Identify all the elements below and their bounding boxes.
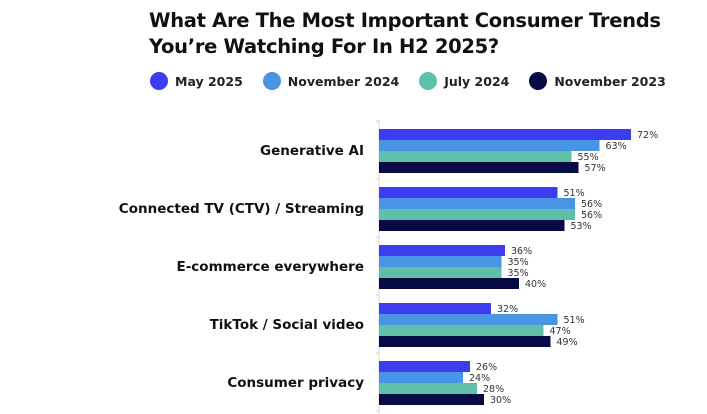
legend-swatch-july-2024 (419, 72, 438, 90)
bar (379, 129, 631, 140)
data-label: 40% (525, 279, 546, 290)
data-label: 49% (557, 337, 578, 348)
legend-item: November 2024 (262, 72, 400, 90)
data-label: 32% (497, 304, 518, 315)
data-label: 24% (469, 373, 490, 384)
bar (379, 314, 558, 325)
data-label: 53% (571, 221, 592, 232)
data-label: 35% (508, 268, 529, 279)
bar (379, 267, 502, 278)
data-label: 56% (581, 199, 602, 210)
category-label: Consumer privacy (227, 375, 364, 391)
data-label: 47% (550, 326, 571, 337)
data-label: 57% (585, 163, 606, 174)
bar (379, 394, 484, 405)
bar (379, 187, 558, 198)
data-label: 56% (581, 210, 602, 221)
category-label: TikTok / Social video (210, 317, 364, 333)
bar (379, 245, 505, 256)
bar (379, 383, 477, 394)
bar (379, 336, 551, 347)
bar (379, 209, 575, 220)
bar (379, 372, 463, 383)
legend-label: November 2023 (554, 73, 666, 89)
legend-label: November 2024 (287, 73, 400, 89)
data-label: 72% (637, 130, 658, 141)
chart-title: What Are The Most Important Consumer Tre… (149, 9, 661, 58)
bar (379, 140, 600, 151)
legend-label: July 2024 (444, 73, 510, 89)
bar (379, 256, 502, 267)
bar (379, 303, 491, 314)
category-label: E-commerce everywhere (176, 259, 364, 275)
legend-swatch-may-2025 (150, 72, 168, 90)
data-label: 63% (606, 141, 627, 152)
category-label: Connected TV (CTV) / Streaming (119, 201, 364, 217)
data-label: 26% (476, 362, 497, 373)
legend: May 2025 November 2024 July 2024 Novembe… (150, 72, 686, 90)
legend-label: May 2025 (175, 73, 243, 89)
bar (379, 361, 470, 372)
legend-item: July 2024 (419, 72, 509, 90)
category-label: Generative AI (260, 143, 364, 159)
data-label: 30% (490, 395, 511, 406)
bar (379, 325, 544, 336)
bar (379, 278, 519, 289)
bar (379, 220, 565, 231)
data-label: 51% (564, 188, 585, 199)
legend-swatch-november-2023 (529, 72, 548, 90)
data-label: 51% (564, 315, 585, 326)
data-label: 28% (483, 384, 504, 395)
data-label: 35% (508, 257, 529, 268)
bar (379, 151, 572, 162)
data-label: 36% (511, 246, 532, 257)
legend-swatch-november-2024 (262, 72, 281, 90)
bar (379, 162, 579, 173)
legend-item: May 2025 (150, 72, 243, 90)
bar (379, 198, 575, 209)
legend-item: November 2023 (529, 72, 666, 90)
data-label: 55% (578, 152, 599, 163)
